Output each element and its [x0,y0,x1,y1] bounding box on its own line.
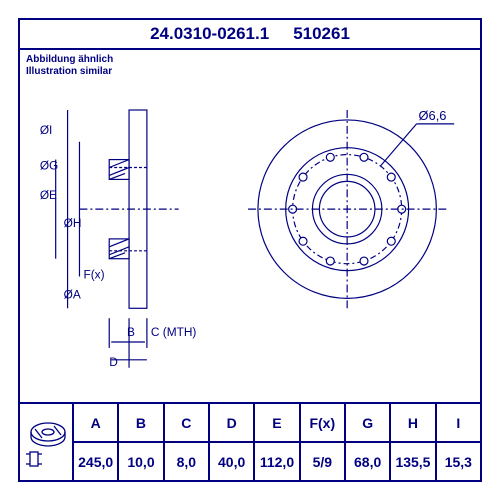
val-A: 245,0 [73,442,118,481]
spec-table: A B C D E F(x) G H I 245,0 10,0 8,0 40,0… [18,402,482,482]
spec-header-row: A B C D E F(x) G H I [19,403,481,442]
col-G: G [345,403,390,442]
technical-diagram: ØI ØG ØE ØH ØA F(x) B C (MTH) D [20,50,480,402]
val-D: 40,0 [209,442,254,481]
dim-label-D: D [109,355,118,369]
dim-label-B: B [127,325,135,339]
val-H: 135,5 [390,442,435,481]
col-B: B [118,403,163,442]
drawing-frame: 24.0310-0261.1 510261 Abbildung ähnlich … [18,18,482,482]
disc-icon-cell [19,403,73,481]
dim-label-H: ØH [64,216,82,230]
col-D: D [209,403,254,442]
hole-dia-label: Ø6,6 [419,108,447,123]
val-F: 5/9 [300,442,345,481]
col-E: E [254,403,299,442]
val-E: 112,0 [254,442,299,481]
dim-label-Fx: F(x) [83,268,104,282]
part-number: 24.0310-0261.1 [150,24,269,44]
col-F: F(x) [300,403,345,442]
short-code: 510261 [293,24,350,44]
spec-value-row: 245,0 10,0 8,0 40,0 112,0 5/9 68,0 135,5… [19,442,481,481]
dim-label-E: ØE [40,188,57,202]
val-B: 10,0 [118,442,163,481]
dim-label-I: ØI [40,123,53,137]
col-A: A [73,403,118,442]
col-I: I [436,403,481,442]
col-C: C [164,403,209,442]
dim-label-G: ØG [40,158,58,172]
col-H: H [390,403,435,442]
dim-label-A: ØA [64,287,81,301]
dim-label-C: C (MTH) [151,325,197,339]
header-bar: 24.0310-0261.1 510261 [20,20,480,50]
val-G: 68,0 [345,442,390,481]
val-C: 8,0 [164,442,209,481]
val-I: 15,3 [436,442,481,481]
brake-disc-icon [24,414,68,470]
